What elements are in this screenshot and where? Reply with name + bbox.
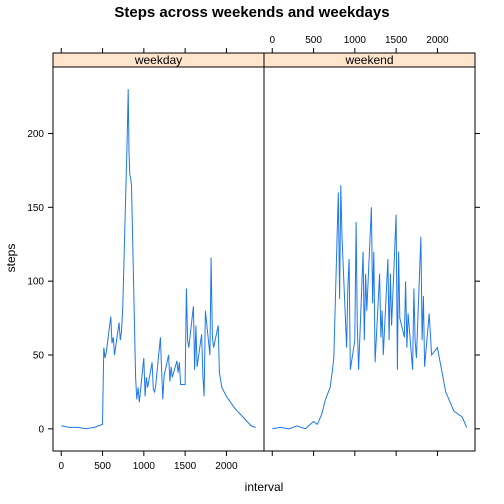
y-tick-label: 100 (27, 277, 44, 288)
strip-label-weekend: weekend (344, 53, 393, 67)
strip-label-weekday: weekday (134, 53, 182, 67)
x-tick-label: 2000 (215, 461, 238, 472)
panels-group: weekday 0 500 1000 1500 2000 0 50 100 150 200 weeke… (27, 35, 480, 472)
chart-title: Steps across weekends and weekdays (114, 4, 389, 21)
x-tick-label: 500 (94, 461, 111, 472)
x-tick-label: 1500 (174, 461, 197, 472)
x-tick-label: 1500 (385, 35, 408, 46)
x-axis-label: interval (245, 480, 284, 494)
panel-weekday: weekday 0 500 1000 1500 2000 0 50 100 150 200 (27, 48, 264, 472)
y-tick-label: 0 (38, 424, 44, 435)
y-tick-label: 200 (27, 129, 44, 140)
series-line-weekend (272, 185, 466, 429)
x-tick-label: 500 (305, 35, 322, 46)
x-tick-label: 1000 (133, 461, 156, 472)
y-tick-label: 150 (27, 203, 44, 214)
panel-frame-weekday (53, 67, 264, 451)
series-line-weekday (61, 89, 255, 429)
x-tick-label: 1000 (344, 35, 367, 46)
x-tick-label: 0 (269, 35, 275, 46)
x-tick-label: 2000 (426, 35, 449, 46)
y-axis-label: steps (4, 244, 18, 273)
x-tick-label: 0 (58, 461, 64, 472)
panel-weekend: weekend 0 500 1000 1500 2000 (264, 35, 480, 456)
y-tick-label: 50 (33, 351, 45, 362)
